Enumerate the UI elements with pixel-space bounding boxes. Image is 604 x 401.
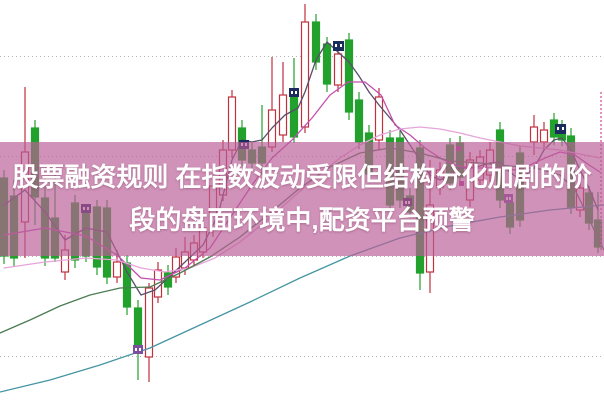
- title-banner: 股票融资规则 在指数波动受限但结构分化加剧的阶 段的盘面环境中,配资平台预警: [0, 142, 604, 256]
- banner-title-line2: 段的盘面环境中,配资平台预警: [129, 204, 475, 235]
- banner-title-line1: 股票融资规则 在指数波动受限但结构分化加剧的阶: [12, 161, 592, 192]
